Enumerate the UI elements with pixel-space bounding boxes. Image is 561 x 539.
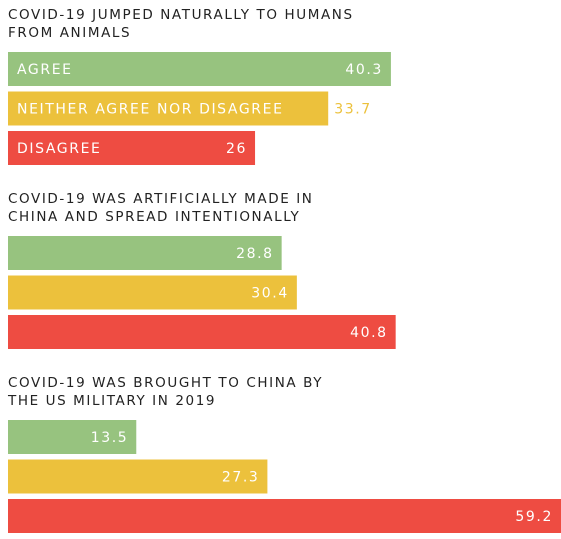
chart-title: THE US MILITARY IN 2019: [7, 393, 216, 409]
bar: [8, 236, 282, 270]
value-label: 30.4: [251, 286, 289, 302]
chart-title: FROM ANIMALS: [8, 25, 131, 41]
value-label: 40.8: [350, 325, 388, 341]
bar: [8, 275, 297, 310]
chart-title: COVID-19 WAS ARTIFICIALLY MADE IN: [8, 191, 314, 207]
category-label: NEITHER AGREE NOR DISAGREE: [17, 102, 284, 118]
value-label: 26: [226, 141, 247, 157]
value-label: 33.7: [334, 102, 372, 118]
category-label: AGREE: [17, 62, 73, 78]
bar: [8, 91, 329, 126]
bar: [8, 499, 561, 533]
bar: [8, 52, 391, 86]
chart-title: CHINA AND SPREAD INTENTIONALLY: [8, 209, 300, 225]
bar: [8, 131, 256, 165]
bar: [8, 420, 137, 454]
value-label: 13.5: [91, 430, 129, 446]
chart-title: COVID-19 JUMPED NATURALLY TO HUMANS: [8, 7, 354, 23]
value-label: 27.3: [222, 470, 260, 486]
category-label: DISAGREE: [17, 141, 101, 157]
bar: [8, 315, 396, 349]
value-label: 59.2: [515, 509, 553, 525]
value-label: 40.3: [345, 62, 383, 78]
bar: [8, 459, 268, 494]
chart-title: COVID-19 WAS BROUGHT TO CHINA BY: [8, 375, 323, 391]
value-label: 28.8: [236, 246, 274, 262]
